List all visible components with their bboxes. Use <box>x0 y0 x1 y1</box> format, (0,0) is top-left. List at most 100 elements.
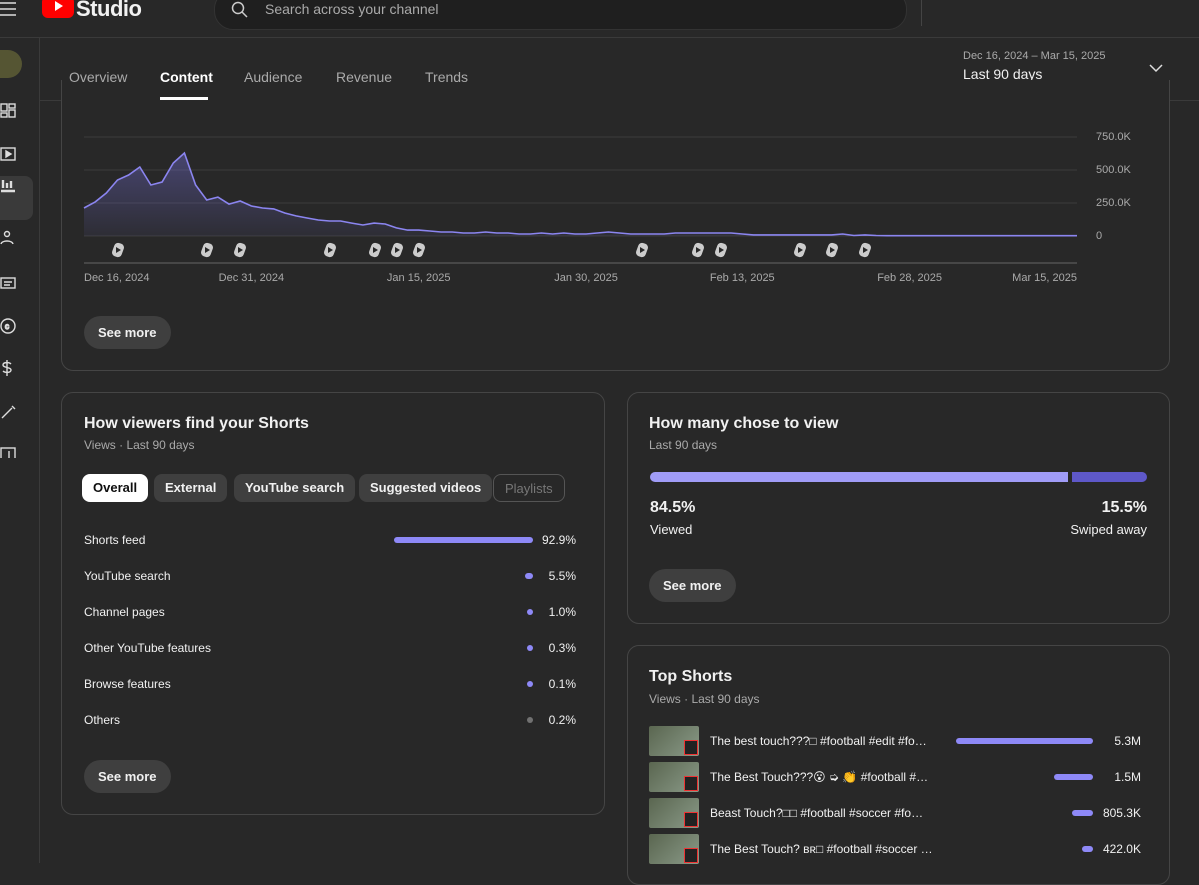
short-value: 805.3K <box>1102 806 1141 820</box>
traffic-card <box>61 392 605 815</box>
dropdown-icon[interactable] <box>1148 62 1164 74</box>
card-title: How many chose to view <box>649 415 839 432</box>
svg-text:c: c <box>5 322 9 331</box>
tab[interactable]: Audience <box>244 69 303 85</box>
short-upload-icon[interactable] <box>793 242 807 259</box>
short-title[interactable]: The best touch???□ #football #edit #fo… <box>710 734 927 748</box>
short-upload-icon[interactable] <box>323 242 337 259</box>
icon-play <box>798 247 803 253</box>
tab[interactable]: Overview <box>69 69 128 85</box>
source-value: 5.5% <box>548 569 576 583</box>
short-bar <box>1082 846 1093 852</box>
filter-chip[interactable]: YouTube search <box>234 474 356 502</box>
short-upload-icon[interactable] <box>825 242 839 259</box>
tab[interactable]: Trends <box>425 69 469 85</box>
filter-chip[interactable]: External <box>154 474 228 502</box>
short-upload-icon[interactable] <box>714 242 728 259</box>
source-name: Browse features <box>84 677 171 691</box>
short-upload-icon[interactable] <box>368 242 382 259</box>
x-tick-label: Mar 15, 2025 <box>1012 272 1077 284</box>
card-title: Top Shorts <box>649 668 733 685</box>
source-bar <box>527 717 533 723</box>
thumbnail[interactable] <box>649 726 699 756</box>
icon-play <box>640 247 645 253</box>
short-value: 1.5M <box>1114 770 1141 784</box>
x-tick-label: Feb 13, 2025 <box>710 272 775 284</box>
source-value: 0.2% <box>548 713 576 727</box>
card-subtitle: Last 90 days <box>649 438 718 452</box>
icon-play <box>719 247 724 253</box>
choice-label: Viewed <box>650 522 693 537</box>
x-tick-label: Dec 16, 2024 <box>84 272 149 284</box>
x-tick-label: Jan 15, 2025 <box>387 272 451 284</box>
source-value: 92.9% <box>541 533 576 547</box>
thumbnail[interactable] <box>649 834 699 864</box>
choice-label: Swiped away <box>1070 522 1147 537</box>
logo-text[interactable]: Studio <box>76 0 142 21</box>
source-bar <box>527 609 533 615</box>
source-name: Channel pages <box>84 605 165 619</box>
card-subtitle: Views · Last 90 days <box>649 692 760 706</box>
icon-play <box>238 247 243 253</box>
active-nav <box>0 176 33 220</box>
search-box[interactable]: Search across your channel <box>214 0 907 30</box>
short-upload-icon[interactable] <box>233 242 247 259</box>
line <box>83 151 1077 237</box>
views-chart: 0 250.0K 500.0K 750.0K Dec 16, 2024 Dec 31, 2… <box>83 131 1132 284</box>
choice-value: 15.5% <box>1101 499 1147 516</box>
tab[interactable]: Content <box>160 69 213 85</box>
date-label[interactable]: Last 90 days <box>963 66 1043 82</box>
source-value: 1.0% <box>548 605 576 619</box>
short-upload-icon[interactable] <box>412 242 426 259</box>
filter-chip[interactable]: Overall <box>82 474 149 502</box>
see-more-button[interactable]: See more <box>649 569 736 602</box>
search-icon <box>231 1 248 18</box>
source-bar <box>527 681 533 687</box>
filter-chip: Playlists <box>493 474 565 502</box>
short-upload-icon[interactable] <box>635 242 649 259</box>
short-upload-icon[interactable] <box>200 242 214 259</box>
thumbnail-badge <box>684 776 698 791</box>
short-bar <box>1072 810 1093 816</box>
see-more-button[interactable]: See more <box>84 760 171 793</box>
short-value: 422.0K <box>1102 842 1141 856</box>
nav-icons[interactable]: c <box>0 98 20 458</box>
source-name: Shorts feed <box>84 533 146 547</box>
short-upload-icon[interactable] <box>691 242 705 259</box>
short-upload-icon[interactable] <box>111 242 125 259</box>
see-more-button[interactable]: See more <box>84 316 171 349</box>
x-tick-label: Dec 31, 2024 <box>219 272 284 284</box>
short-title[interactable]: The Best Touch???😮 ➭ 👏 #football #… <box>710 770 929 784</box>
thumbnail-badge <box>684 812 698 827</box>
filter-chip[interactable]: Suggested videos <box>359 474 493 502</box>
menu-icon[interactable] <box>0 0 20 20</box>
x-tick-label: Feb 28, 2025 <box>877 272 942 284</box>
thumbnail[interactable] <box>649 798 699 828</box>
logo-icon[interactable] <box>42 0 74 20</box>
short-upload-icon[interactable] <box>858 242 872 259</box>
top-bar: Studio Search across your channel <box>0 0 1199 38</box>
short-value: 5.3M <box>1114 734 1141 748</box>
y-tick-label: 250.0K <box>1096 197 1132 209</box>
source-bar <box>527 645 533 651</box>
short-upload-icon[interactable] <box>390 242 404 259</box>
date-range[interactable]: Dec 16, 2024 – Mar 15, 2025 <box>963 50 1106 62</box>
tab[interactable]: Revenue <box>336 69 393 85</box>
card-title: How viewers find your Shorts <box>84 415 309 432</box>
source-value: 0.3% <box>548 641 576 655</box>
source-name: Others <box>84 713 121 727</box>
short-bar <box>1054 774 1093 780</box>
sidebar: c <box>0 38 40 863</box>
icon-play <box>863 247 868 253</box>
source-name: YouTube search <box>84 569 171 583</box>
short-title[interactable]: Beast Touch?□□ #football #soccer #fo… <box>710 806 924 820</box>
source-bar <box>524 573 533 579</box>
thumbnail-badge <box>684 740 698 755</box>
card-subtitle: Views · Last 90 days <box>84 438 195 452</box>
short-title[interactable]: The Best Touch? ʙʀ□ #football #soccer … <box>710 842 933 856</box>
top-shorts-card <box>627 645 1170 885</box>
icon-play <box>116 247 121 253</box>
avatar[interactable] <box>0 50 22 78</box>
thumbnail[interactable] <box>649 762 699 792</box>
icon-play <box>373 247 378 253</box>
